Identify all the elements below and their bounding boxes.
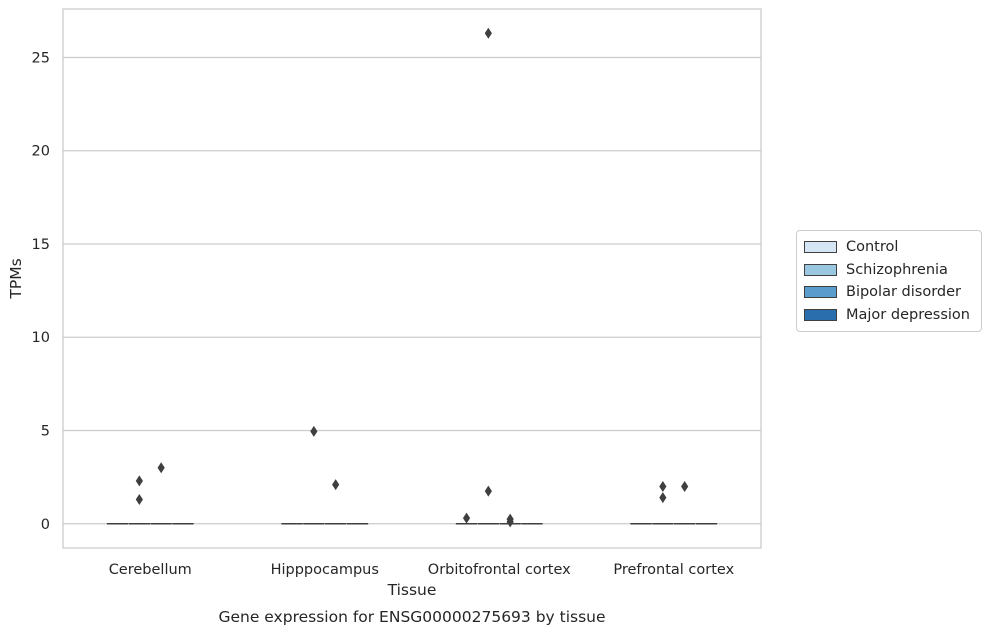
legend-item: Bipolar disorder xyxy=(804,281,981,304)
outlier-point xyxy=(157,462,165,474)
outlier-point xyxy=(659,492,667,504)
legend-label: Major depression xyxy=(846,306,970,323)
y-tick-label: 0 xyxy=(41,517,50,533)
outlier-point xyxy=(135,494,143,506)
legend-item: Control xyxy=(804,236,981,259)
y-tick-labels: 0 5 10 15 20 25 xyxy=(32,50,50,532)
x-tick-label: Prefrontal cortex xyxy=(613,562,734,578)
outlier-point xyxy=(462,512,471,524)
legend-swatch xyxy=(804,286,837,299)
y-tick-label: 25 xyxy=(32,50,50,66)
outlier-point xyxy=(506,516,514,528)
x-axis-label: Tissue xyxy=(387,581,437,599)
legend-item: Schizophrenia xyxy=(804,259,981,282)
legend-item: Major depression xyxy=(804,304,981,327)
outlier-point xyxy=(659,480,667,492)
y-tick-label: 10 xyxy=(32,330,50,346)
y-axis-label: TPMs xyxy=(7,258,25,299)
outlier-point xyxy=(484,485,492,497)
outlier-point xyxy=(332,479,340,491)
x-tick-labels: Cerebellum Hipppocampus Orbitofrontal cort… xyxy=(109,562,735,578)
legend-swatch xyxy=(804,241,837,254)
x-tick-label: Cerebellum xyxy=(109,562,192,578)
outlier-point xyxy=(310,425,318,437)
outlier-point xyxy=(135,475,143,487)
plot-frame xyxy=(62,8,762,549)
y-tick-label: 15 xyxy=(32,237,50,253)
legend-label: Control xyxy=(846,239,899,256)
y-gridlines xyxy=(63,56,761,525)
chart-caption: Gene expression for ENSG00000275693 by t… xyxy=(218,608,605,626)
legend-swatch xyxy=(804,263,837,276)
y-tick-label: 5 xyxy=(41,424,50,440)
legend-label: Bipolar disorder xyxy=(846,284,961,301)
legend: Control Schizophrenia Bipolar disorder Majo… xyxy=(796,230,982,332)
y-tick-label: 20 xyxy=(32,144,50,160)
legend-swatch xyxy=(804,308,837,321)
x-tick-label: Orbitofrontal cortex xyxy=(428,562,571,578)
outlier-point xyxy=(681,480,689,492)
outlier-layer xyxy=(135,27,689,528)
outlier-point xyxy=(484,27,492,39)
x-tick-label: Hipppocampus xyxy=(271,562,379,578)
legend-label: Schizophrenia xyxy=(846,261,948,278)
